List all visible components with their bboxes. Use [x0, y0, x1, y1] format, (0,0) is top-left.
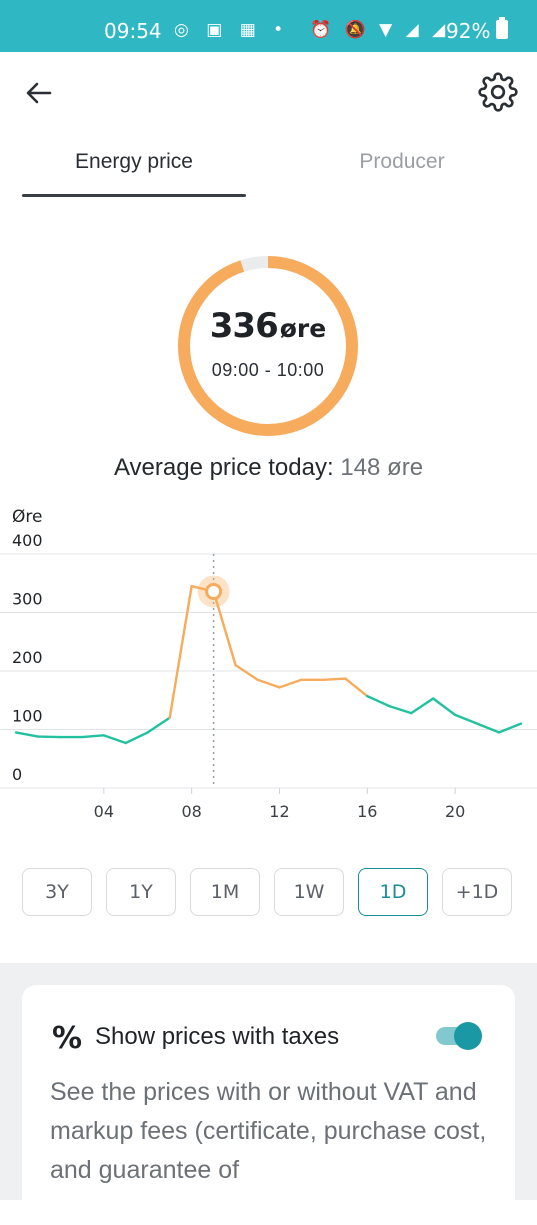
tab-energy-price[interactable]: Energy price	[75, 150, 193, 173]
range-button-3y[interactable]: 3Y	[22, 868, 92, 916]
current-price-unit: øre	[279, 314, 327, 343]
range-button-1y[interactable]: 1Y	[106, 868, 176, 916]
y-tick-label: 200	[12, 648, 43, 667]
current-price-value: 336	[209, 306, 279, 346]
system-icons: ⏰ 🔕 ▼ ◢ ◢	[310, 20, 450, 40]
range-button-1d[interactable]: 1D	[358, 868, 428, 916]
x-tick-label: 20	[445, 802, 465, 821]
series-segment	[278, 678, 303, 689]
tax-card: % Show prices with taxes See the prices …	[22, 985, 515, 1225]
series-segment	[388, 704, 413, 715]
series-segment	[366, 694, 391, 708]
toggle-knob	[454, 1022, 482, 1050]
series-segment	[36, 735, 62, 739]
series-segment	[256, 678, 281, 689]
series-segment	[475, 722, 501, 734]
series-segment	[80, 734, 106, 739]
series-segment	[497, 722, 523, 734]
x-tick-label: 04	[94, 802, 114, 821]
series-segment	[453, 713, 479, 725]
series-segment	[234, 663, 259, 681]
x-tick-label: 12	[269, 802, 289, 821]
percent-icon: %	[52, 1021, 83, 1056]
battery-icon	[496, 17, 508, 39]
tax-card-title: Show prices with taxes	[95, 1023, 340, 1050]
range-button-1w[interactable]: 1W	[274, 868, 344, 916]
x-tick-label: 08	[181, 802, 201, 821]
notification-icons: ◎ ▣ ▦ •	[174, 20, 290, 40]
gear-icon[interactable]	[478, 72, 518, 112]
tax-card-description: See the prices with or without VAT and m…	[50, 1078, 487, 1184]
active-tab-indicator	[22, 194, 246, 197]
range-button-plus-1d[interactable]: +1D	[442, 868, 512, 916]
range-selector: 3Y 1Y 1M 1W 1D +1D	[22, 868, 515, 918]
series-segment	[146, 716, 171, 734]
tab-producer[interactable]: Producer	[359, 150, 445, 173]
series-segment	[14, 731, 40, 738]
series-segment	[168, 584, 193, 720]
y-tick-label: 300	[12, 590, 43, 609]
taxes-toggle[interactable]	[434, 1021, 484, 1051]
y-tick-label: 0	[12, 765, 22, 784]
range-button-1m[interactable]: 1M	[190, 868, 260, 916]
series-segment	[322, 677, 347, 681]
x-tick-label: 16	[357, 802, 377, 821]
current-price-interval: 09:00 - 10:00	[211, 360, 325, 380]
back-arrow-icon[interactable]	[22, 76, 56, 110]
series-segment	[102, 734, 127, 745]
series-segment	[124, 731, 149, 745]
current-price: 336øre	[176, 306, 360, 346]
battery-percentage: 92%	[446, 19, 491, 43]
series-segment	[410, 697, 435, 715]
average-price: Average price today: 148 øre	[0, 454, 537, 482]
price-gauge	[178, 256, 358, 436]
average-price-label: Average price today:	[113, 454, 334, 481]
series-segment	[344, 677, 369, 698]
y-tick-label: 100	[12, 707, 43, 726]
price-chart[interactable]: Øre 0 100 200 300 400 04 08 12 16 20	[0, 500, 537, 830]
series-segment	[212, 590, 237, 667]
y-axis-title: Øre	[12, 507, 42, 527]
gauge-arc	[178, 256, 358, 436]
status-time: 09:54	[104, 19, 162, 43]
status-bar: 09:54 ◎ ▣ ▦ • ⏰ 🔕 ▼ ◢ ◢ 92%	[0, 0, 537, 52]
current-point	[205, 582, 223, 600]
average-price-value: 148 øre	[340, 454, 424, 481]
series-segment	[431, 697, 457, 717]
y-tick-label: 400	[12, 531, 43, 550]
